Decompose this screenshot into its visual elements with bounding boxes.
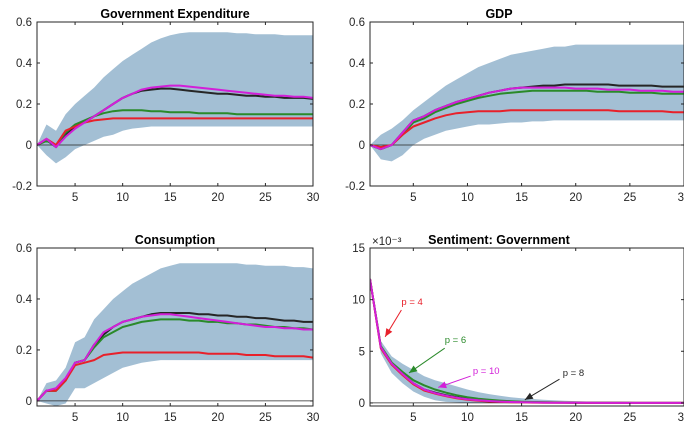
- y-tick-label: 10: [352, 295, 365, 307]
- x-tick-label: 30: [678, 192, 684, 204]
- x-tick-label: 20: [211, 192, 224, 204]
- y-exponent-label: ×10⁻³: [372, 236, 402, 248]
- x-tick-label: 25: [259, 412, 272, 424]
- panel-2: 5 10 15 20 25 30 -0.2 0 0.2 0.4 0.6 GDP: [345, 7, 684, 204]
- series-line-4: [37, 313, 313, 402]
- axes-box: [36, 247, 314, 407]
- y-tick-label: 0.2: [16, 345, 32, 357]
- y-tick-label: 0.4: [349, 58, 366, 70]
- annotation-arrow-head: [408, 365, 418, 373]
- y-tick-label: 0: [26, 140, 32, 152]
- axes-box: [369, 247, 684, 407]
- series-line-2: [37, 109, 313, 146]
- x-tick-label: 10: [461, 192, 474, 204]
- x-tick-label: 15: [164, 412, 177, 424]
- x-tick-label: 25: [623, 192, 636, 204]
- x-tick-label: 10: [116, 412, 129, 424]
- x-tick-label: 25: [623, 412, 636, 424]
- y-tick-label: 0.2: [349, 99, 365, 111]
- annotation-label: p = 6: [445, 335, 466, 346]
- plot-area: [370, 44, 684, 162]
- panel-1: 5 10 15 20 25 30 -0.2 0 0.2 0.4 0.6 Government Expe…: [12, 7, 319, 204]
- x-tick-label: 15: [515, 192, 528, 204]
- annotation-3: p = 10: [438, 366, 500, 389]
- x-tick-label: 5: [72, 192, 78, 204]
- y-tick-label: 0.6: [16, 17, 32, 29]
- y-tick-label: 0: [359, 140, 365, 152]
- x-tick-label: 30: [678, 412, 684, 424]
- confidence-band: [37, 32, 313, 164]
- y-tick-label: 0.6: [16, 243, 32, 255]
- confidence-band: [370, 44, 684, 162]
- y-tick-label: 0: [359, 398, 365, 410]
- series-line-4: [370, 278, 684, 404]
- x-tick-label: 10: [461, 412, 474, 424]
- panel-3: 5 10 15 20 25 30 0 0.2 0.4 0.6 Consumption: [16, 233, 319, 424]
- annotation-label: p = 4: [401, 297, 422, 308]
- plot-area: [370, 278, 684, 404]
- x-tick-label: 30: [307, 412, 320, 424]
- series-line-4: [37, 84, 313, 149]
- x-tick-label: 10: [116, 192, 129, 204]
- series-line-3: [37, 351, 313, 402]
- y-tick-label: 0.4: [16, 294, 33, 306]
- x-tick-label: 5: [410, 192, 416, 204]
- x-tick-label: 15: [164, 192, 177, 204]
- annotation-2: p = 6: [408, 335, 466, 374]
- annotation-1: p = 4: [384, 297, 423, 338]
- x-tick-label: 25: [259, 192, 272, 204]
- y-tick-label: 5: [359, 346, 365, 358]
- series-line-4: [370, 86, 684, 151]
- x-tick-label: 20: [569, 412, 582, 424]
- panel-4: 5 10 15 20 25 30 0 5 10 15 Sentiment: Government ×1…: [352, 233, 684, 424]
- y-tick-label: 0: [26, 396, 32, 408]
- x-tick-label: 20: [211, 412, 224, 424]
- panel-title: Government Expenditure: [100, 7, 249, 21]
- x-tick-label: 30: [307, 192, 320, 204]
- annotation-label: p = 10: [473, 366, 500, 377]
- y-tick-label: 0.2: [16, 99, 32, 111]
- x-tick-label: 5: [410, 412, 416, 424]
- annotation-arrow-head: [524, 392, 534, 400]
- annotation-4: p = 8: [524, 368, 584, 401]
- confidence-band: [37, 263, 313, 406]
- annotation-arrow-head: [438, 381, 447, 389]
- panel-title: Consumption: [135, 233, 216, 247]
- annotation-label: p = 8: [563, 368, 584, 379]
- y-tick-label: -0.2: [345, 181, 365, 193]
- x-tick-label: 20: [569, 192, 582, 204]
- annotation-arrow-head: [385, 328, 393, 337]
- y-tick-label: 0.6: [349, 17, 365, 29]
- plot-area: [37, 32, 313, 164]
- y-tick-label: 15: [352, 243, 365, 255]
- x-tick-label: 5: [72, 412, 78, 424]
- plot-area: [37, 263, 313, 406]
- y-tick-label: 0.4: [16, 58, 33, 70]
- series-line-3: [370, 109, 684, 149]
- x-tick-label: 15: [515, 412, 528, 424]
- panel-title: Sentiment: Government: [428, 233, 571, 247]
- panel-title: GDP: [485, 7, 512, 21]
- series-line-2: [370, 89, 684, 151]
- y-tick-label: -0.2: [12, 181, 32, 193]
